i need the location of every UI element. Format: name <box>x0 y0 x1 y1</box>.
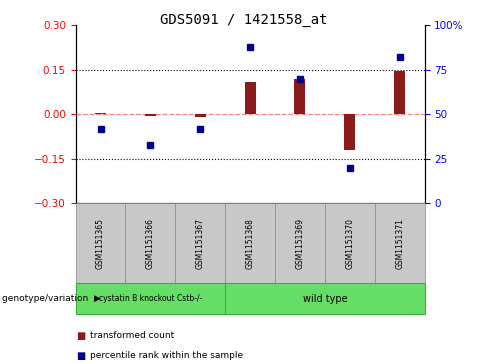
Bar <box>345 114 355 150</box>
Text: GSM1151369: GSM1151369 <box>295 218 305 269</box>
Text: cystatin B knockout Cstb-/-: cystatin B knockout Cstb-/- <box>99 294 202 303</box>
Text: GSM1151368: GSM1151368 <box>245 218 255 269</box>
Text: ■: ■ <box>76 331 85 341</box>
Text: GSM1151371: GSM1151371 <box>395 218 404 269</box>
Text: percentile rank within the sample: percentile rank within the sample <box>90 351 244 360</box>
Text: GSM1151367: GSM1151367 <box>196 218 205 269</box>
Bar <box>95 113 106 114</box>
Text: GSM1151365: GSM1151365 <box>96 218 105 269</box>
Text: wild type: wild type <box>303 294 347 303</box>
Bar <box>244 82 256 114</box>
Text: ■: ■ <box>76 351 85 361</box>
Text: GDS5091 / 1421558_at: GDS5091 / 1421558_at <box>160 13 328 27</box>
Bar <box>145 114 156 116</box>
Text: GSM1151370: GSM1151370 <box>346 218 354 269</box>
Bar <box>394 72 405 114</box>
Bar <box>294 79 305 114</box>
Text: genotype/variation  ▶: genotype/variation ▶ <box>2 294 102 303</box>
Text: transformed count: transformed count <box>90 331 175 340</box>
Text: GSM1151366: GSM1151366 <box>146 218 155 269</box>
Bar <box>195 114 206 117</box>
